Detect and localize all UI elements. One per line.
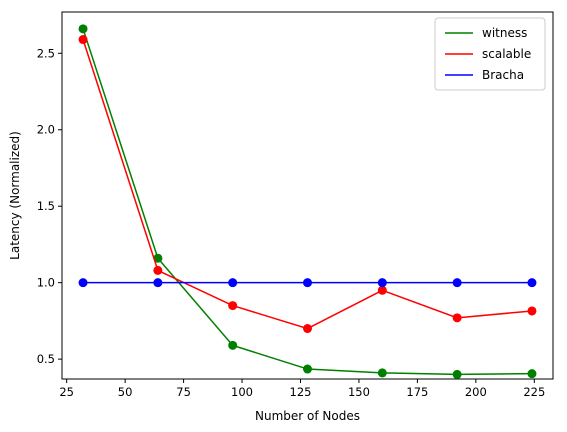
data-point-scalable [527,306,537,316]
data-point-scalable [228,301,238,311]
data-point-bracha [377,278,387,288]
data-point-bracha [228,278,238,288]
legend-label-bracha: Bracha [482,68,524,82]
data-point-witness [452,369,462,379]
data-point-bracha [303,278,312,288]
legend-box [434,17,546,91]
plot-area-frame [61,11,554,380]
x-tick-label: 200 [465,385,487,399]
x-tick-label: 50 [118,385,133,399]
y-axis-label: Latency (Normalized) [8,131,22,260]
data-point-bracha [153,278,163,288]
x-tick-label: 100 [231,385,253,399]
data-point-scalable [303,324,312,334]
data-point-witness [377,368,387,378]
legend-label-scalable: scalable [482,47,531,61]
x-tick-label: 175 [406,385,428,399]
x-tick-label: 150 [348,385,370,399]
data-point-scalable [452,313,462,323]
y-tick-label: 2.0 [37,123,55,137]
x-tick-label: 225 [523,385,545,399]
data-point-scalable [153,265,163,275]
y-tick-label: 1.5 [37,199,55,213]
data-point-witness [153,253,163,263]
data-point-witness [228,340,238,350]
x-tick-label: 125 [290,385,312,399]
y-tick-label: 1.0 [37,276,55,290]
series-layer [78,24,537,379]
x-tick-label: 25 [59,385,74,399]
data-point-scalable [377,285,387,295]
data-point-bracha [527,278,537,288]
y-axis: 0.5 1.0 1.5 2.0 2.5 [37,46,62,366]
data-point-witness [303,364,312,374]
data-point-bracha [78,278,88,288]
legend: witness scalable Bracha [434,17,546,91]
y-tick-label: 2.5 [37,46,55,60]
x-tick-label: 75 [176,385,191,399]
legend-label-witness: witness [482,26,527,40]
data-point-bracha [452,278,462,288]
data-point-witness [78,24,88,34]
data-point-witness [527,369,537,379]
data-point-scalable [78,35,88,45]
x-axis: 25 50 75 100 125 150 175 200 225 [59,379,545,399]
y-tick-label: 0.5 [37,352,55,366]
x-axis-label: Number of Nodes [255,409,360,423]
